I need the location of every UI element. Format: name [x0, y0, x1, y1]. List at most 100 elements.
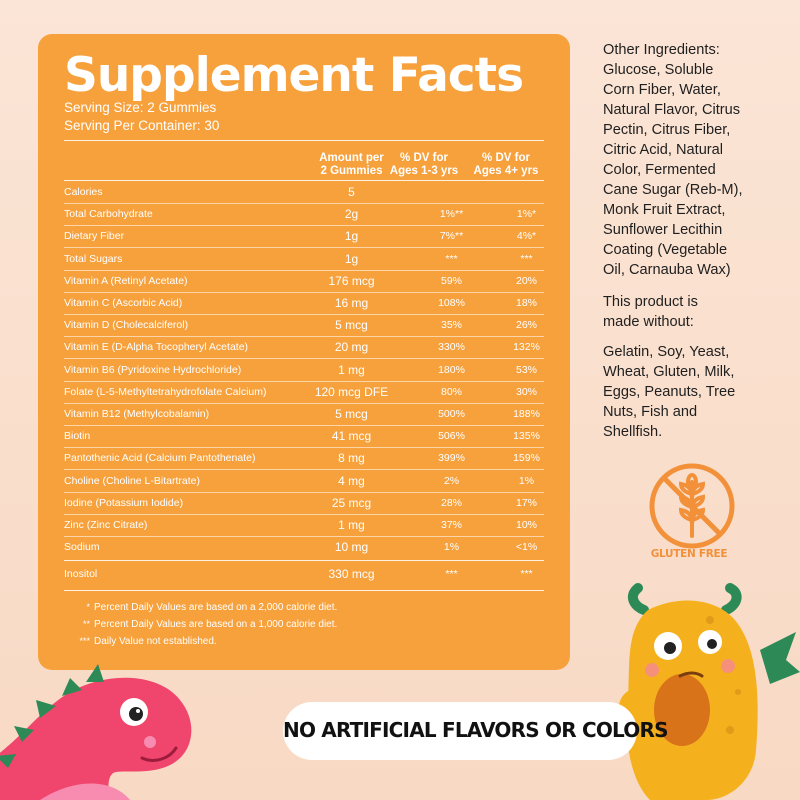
nutrient-dv-ages-1-3: 500%: [438, 408, 465, 420]
nutrient-dv-ages-1-3: 399%: [438, 452, 465, 465]
nutrient-amount: 10 mg: [334, 540, 369, 555]
nutrient-amount: 2g: [344, 207, 359, 222]
nutrient-dv-ages-1-3: 28%: [440, 496, 462, 509]
nutrient-dv-ages-4-plus: 30%: [515, 385, 537, 398]
row-divider: [64, 513, 544, 515]
nutrient-dv-ages-4-plus: 26%: [515, 319, 537, 332]
nutrient-name: Calories: [64, 186, 103, 198]
nutrient-name: Sodium: [64, 541, 100, 554]
text-line: Color, Fermented: [603, 162, 716, 178]
nutrient-dv-ages-1-3: 108%: [438, 297, 465, 309]
yellow-monster-mascot: [618, 583, 800, 800]
divider: [64, 590, 544, 591]
footnote: * Percent Daily Values are based on a 2,0…: [86, 602, 338, 613]
text-line: Monk Fruit Extract,: [603, 202, 726, 218]
nutrient-dv-ages-4-plus: 10%: [515, 519, 537, 531]
text-line: Coating (Vegetable: [603, 242, 728, 258]
nutrient-name: Vitamin E (D-Alpha Tocopheryl Acetate): [64, 341, 249, 354]
nutrient-amount: 5 mcg: [335, 318, 368, 333]
other-ingredients: Other Ingredients: Glucose, Soluble Corn F…: [603, 40, 743, 280]
row-divider: [64, 247, 544, 249]
nutrient-amount: 41 mcg: [331, 429, 372, 444]
nutrient-dv-ages-1-3: 1%: [443, 541, 460, 554]
row-divider: [64, 536, 544, 537]
nutrient-name: Iodine (Potassium Iodide): [64, 496, 184, 509]
nutrient-name: Folate (L-5-Methyltetrahydrofolate Calci…: [64, 385, 267, 398]
serving-size: Serving Size: 2 Gummies: [64, 100, 217, 115]
text-line: Eggs, Peanuts, Tree: [603, 384, 736, 400]
text-line: made without:: [603, 314, 694, 330]
nutrient-dv-ages-1-3: 37%: [440, 519, 462, 531]
nutrient-dv-ages-4-plus: 1%: [518, 474, 535, 487]
row-divider: [64, 447, 544, 449]
row-divider: [64, 269, 544, 271]
text-line: Shellfish.: [603, 424, 663, 440]
row-divider: [64, 402, 544, 404]
nutrient-dv-ages-4-plus: ***: [520, 568, 533, 580]
nutrient-dv-ages-1-3: 59%: [440, 274, 462, 287]
row-divider: [64, 358, 544, 360]
table-row: Vitamin C (Ascorbic Acid) 16 mg 108% 18%: [64, 293, 544, 315]
nutrient-name: Vitamin A (Retinyl Acetate): [64, 274, 188, 287]
serving-per-container: Serving Per Container: 30: [64, 118, 220, 133]
table-row: Iodine (Potassium Iodide) 25 mcg 28% 17%: [64, 493, 544, 515]
nutrient-amount: 20 mg: [334, 340, 369, 355]
nutrient-name: Vitamin B6 (Pyridoxine Hydrochloride): [64, 363, 242, 376]
nutrient-name: Choline (Choline L-Bitartrate): [64, 474, 200, 487]
text-line: Wheat, Gluten, Milk,: [603, 364, 735, 380]
table-row: Folate (L-5-Methyltetrahydrofolate Calci…: [64, 382, 544, 404]
nutrient-dv-ages-4-plus: <1%: [515, 541, 538, 554]
divider: [64, 560, 544, 561]
gluten-free-label: GLUTEN FREE: [650, 548, 728, 560]
text-line: Oil, Carnauba Wax): [603, 262, 731, 278]
text-line: Nuts, Fish and: [603, 404, 698, 420]
table-row: Vitamin B6 (Pyridoxine Hydrochloride) 1 m…: [64, 360, 544, 382]
table-row: Vitamin E (D-Alpha Tocopheryl Acetate) 20…: [64, 337, 544, 360]
nutrient-amount: 16 mg: [334, 296, 369, 310]
panel-title: Supplement Facts: [64, 48, 524, 103]
text-line: Natural Flavor, Citrus: [603, 102, 741, 118]
nutrient-dv-ages-1-3: 35%: [440, 319, 462, 332]
table-row: Dietary Fiber 1g 7%** 4%*: [64, 226, 544, 249]
nutrient-dv-ages-1-3: 7%**: [439, 230, 464, 243]
row-divider: [64, 203, 544, 204]
nutrient-amount: 176 mcg: [328, 273, 375, 288]
nutrient-dv-ages-4-plus: 159%: [513, 452, 540, 465]
nutrient-name: Vitamin C (Ascorbic Acid): [64, 297, 183, 309]
nutrient-amount: 5 mcg: [335, 407, 368, 421]
nutrient-dv-ages-4-plus: 132%: [513, 341, 540, 354]
nutrient-name: Total Sugars: [64, 252, 123, 265]
nutrient-name: Inositol: [64, 568, 98, 580]
text-line: Pectin, Citrus Fiber,: [603, 122, 731, 138]
text-line: Cane Sugar (Reb-M),: [603, 182, 743, 198]
nutrient-name: Vitamin D (Cholecalciferol): [64, 319, 189, 332]
nutrient-dv-ages-1-3: 2%: [443, 474, 460, 487]
divider: [64, 140, 544, 141]
gluten-free-wheat-icon: [649, 463, 735, 549]
banner-text: NO ARTIFICIAL FLAVORS OR COLORS: [283, 718, 668, 742]
header-dv-ages-1-3: % DV for Ages 1-3 yrs: [389, 152, 459, 177]
row-divider: [64, 225, 544, 227]
nutrient-name: Dietary Fiber: [64, 230, 125, 243]
header-amount: Amount per 2 Gummies: [319, 152, 384, 177]
nutrient-dv-ages-4-plus: ***: [520, 252, 533, 265]
table-row: Zinc (Zinc Citrate) 1 mg 37% 10%: [64, 515, 544, 537]
table-row: Calories 5: [64, 182, 544, 204]
row-divider: [64, 425, 544, 426]
row-divider: [64, 314, 544, 315]
nutrient-amount: 1g: [344, 229, 359, 244]
nutrient-amount: 330 mcg: [328, 567, 375, 581]
nutrient-dv-ages-1-3: 1%**: [439, 208, 464, 221]
nutrient-dv-ages-1-3: ***: [445, 568, 458, 580]
nutrient-name: Pantothenic Acid (Calcium Pantothenate): [64, 452, 256, 465]
text-line: Corn Fiber, Water,: [603, 82, 721, 98]
nutrient-dv-ages-1-3: 180%: [438, 363, 465, 376]
supplement-facts-panel: Supplement Facts Serving Size: 2 Gummies…: [38, 34, 570, 670]
table-row: Pantothenic Acid (Calcium Pantothenate) 8…: [64, 448, 544, 471]
nutrient-amount: 1 mg: [338, 518, 365, 532]
table-row: Vitamin B12 (Methylcobalamin) 5 mcg 500% 18…: [64, 404, 544, 426]
no-artificial-banner: NO ARTIFICIAL FLAVORS OR COLORS: [283, 702, 668, 760]
made-without-list: Gelatin, Soy, Yeast, Wheat, Gluten, Milk,…: [603, 342, 735, 442]
table-row: Inositol 330 mcg *** ***: [64, 564, 544, 586]
nutrient-dv-ages-4-plus: 188%: [513, 408, 540, 420]
